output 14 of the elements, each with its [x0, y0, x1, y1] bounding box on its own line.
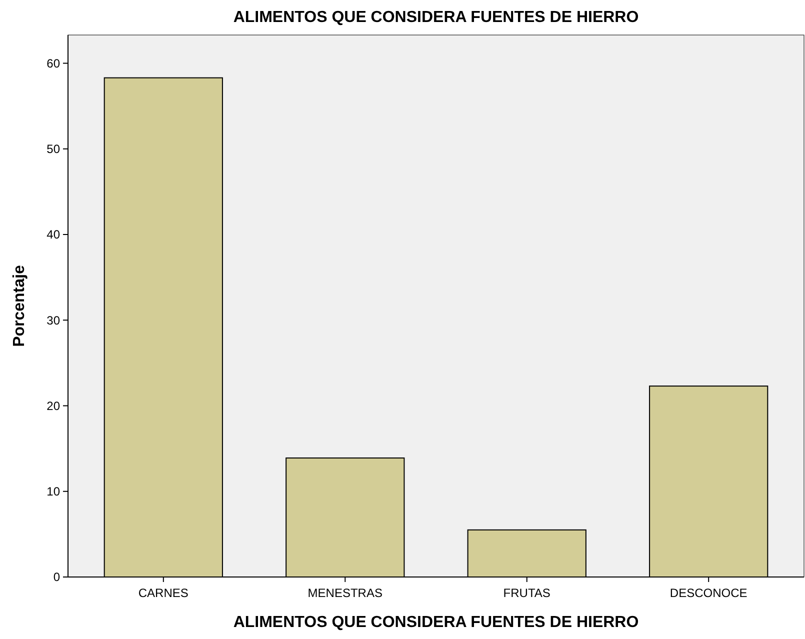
- y-tick-label: 30: [46, 313, 60, 328]
- y-axis-title: Porcentaje: [11, 264, 28, 347]
- x-axis-title: ALIMENTOS QUE CONSIDERA FUENTES DE HIERRO: [233, 614, 639, 631]
- y-tick-label: 60: [46, 56, 60, 70]
- y-tick-label: 0: [53, 570, 60, 584]
- x-tick-label: CARNES: [138, 586, 188, 600]
- x-tick-label: MENESTRAS: [308, 586, 382, 600]
- chart-title: ALIMENTOS QUE CONSIDERA FUENTES DE HIERRO: [233, 9, 639, 26]
- x-tick-label: DESCONOCE: [670, 586, 748, 600]
- y-tick-label: 40: [46, 228, 60, 242]
- x-tick-label: FRUTAS: [503, 586, 550, 600]
- y-tick-label: 20: [46, 398, 60, 413]
- y-tick-label: 10: [46, 484, 60, 499]
- y-tick-label: 50: [46, 142, 60, 156]
